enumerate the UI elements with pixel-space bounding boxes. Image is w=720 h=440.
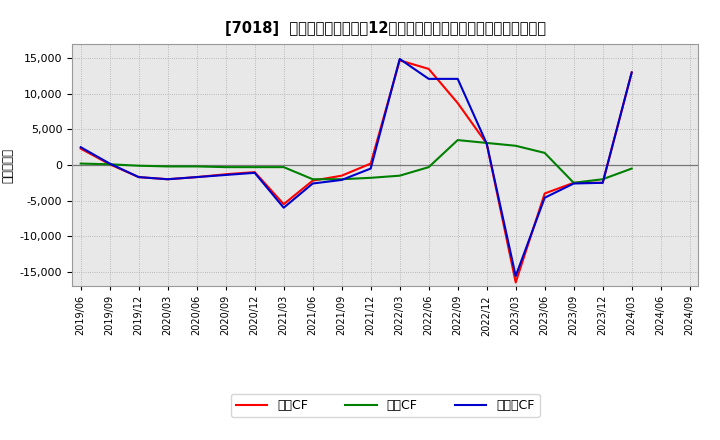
- 投資CF: [105, 161, 114, 167]
- 投資CF: [192, 164, 201, 169]
- フリーCF: [424, 76, 433, 81]
- 営業CF: [627, 70, 636, 75]
- フリーCF: [279, 205, 288, 210]
- 営業CF: [570, 180, 578, 185]
- フリーCF: [598, 180, 607, 185]
- 投資CF: [424, 165, 433, 170]
- フリーCF: [570, 181, 578, 186]
- 営業CF: [454, 100, 462, 106]
- 投資CF: [251, 165, 259, 170]
- 営業CF: [192, 175, 201, 180]
- 営業CF: [541, 191, 549, 196]
- 投資CF: [395, 173, 404, 178]
- フリーCF: [192, 175, 201, 180]
- フリーCF: [308, 181, 317, 186]
- 投資CF: [163, 164, 172, 169]
- フリーCF: [251, 170, 259, 176]
- Line: 営業CF: 営業CF: [81, 60, 631, 282]
- フリーCF: [541, 195, 549, 200]
- 営業CF: [221, 172, 230, 177]
- 投資CF: [627, 166, 636, 171]
- 投資CF: [279, 165, 288, 170]
- 営業CF: [251, 169, 259, 175]
- Legend: 営業CF, 投資CF, フリーCF: 営業CF, 投資CF, フリーCF: [231, 394, 539, 417]
- 投資CF: [482, 140, 491, 146]
- フリーCF: [338, 177, 346, 183]
- 営業CF: [135, 175, 143, 180]
- 営業CF: [76, 146, 85, 151]
- 投資CF: [366, 175, 375, 180]
- フリーCF: [366, 166, 375, 171]
- フリーCF: [105, 161, 114, 166]
- フリーCF: [163, 176, 172, 182]
- フリーCF: [454, 76, 462, 81]
- フリーCF: [395, 56, 404, 62]
- 投資CF: [454, 137, 462, 143]
- 営業CF: [395, 58, 404, 63]
- 投資CF: [76, 161, 85, 166]
- フリーCF: [221, 172, 230, 178]
- フリーCF: [627, 70, 636, 75]
- 営業CF: [511, 280, 520, 285]
- Line: フリーCF: フリーCF: [81, 59, 631, 276]
- 投資CF: [541, 150, 549, 156]
- Title: [7018]  キャッシュフローの12か月移動合計の対前年同期増減額の推移: [7018] キャッシュフローの12か月移動合計の対前年同期増減額の推移: [225, 21, 546, 36]
- 営業CF: [366, 161, 375, 166]
- フリーCF: [135, 175, 143, 180]
- フリーCF: [511, 273, 520, 279]
- 営業CF: [105, 161, 114, 167]
- フリーCF: [482, 141, 491, 146]
- 投資CF: [598, 176, 607, 182]
- Y-axis label: （百万円）: （百万円）: [1, 147, 14, 183]
- 投資CF: [511, 143, 520, 148]
- 営業CF: [424, 66, 433, 72]
- 投資CF: [308, 176, 317, 182]
- 営業CF: [482, 141, 491, 146]
- 営業CF: [598, 180, 607, 185]
- 営業CF: [308, 178, 317, 183]
- Line: 投資CF: 投資CF: [81, 140, 631, 183]
- 営業CF: [279, 202, 288, 207]
- 営業CF: [163, 176, 172, 182]
- 投資CF: [338, 176, 346, 182]
- 投資CF: [221, 165, 230, 170]
- フリーCF: [76, 145, 85, 150]
- 営業CF: [338, 173, 346, 178]
- 投資CF: [570, 180, 578, 185]
- 投資CF: [135, 163, 143, 169]
